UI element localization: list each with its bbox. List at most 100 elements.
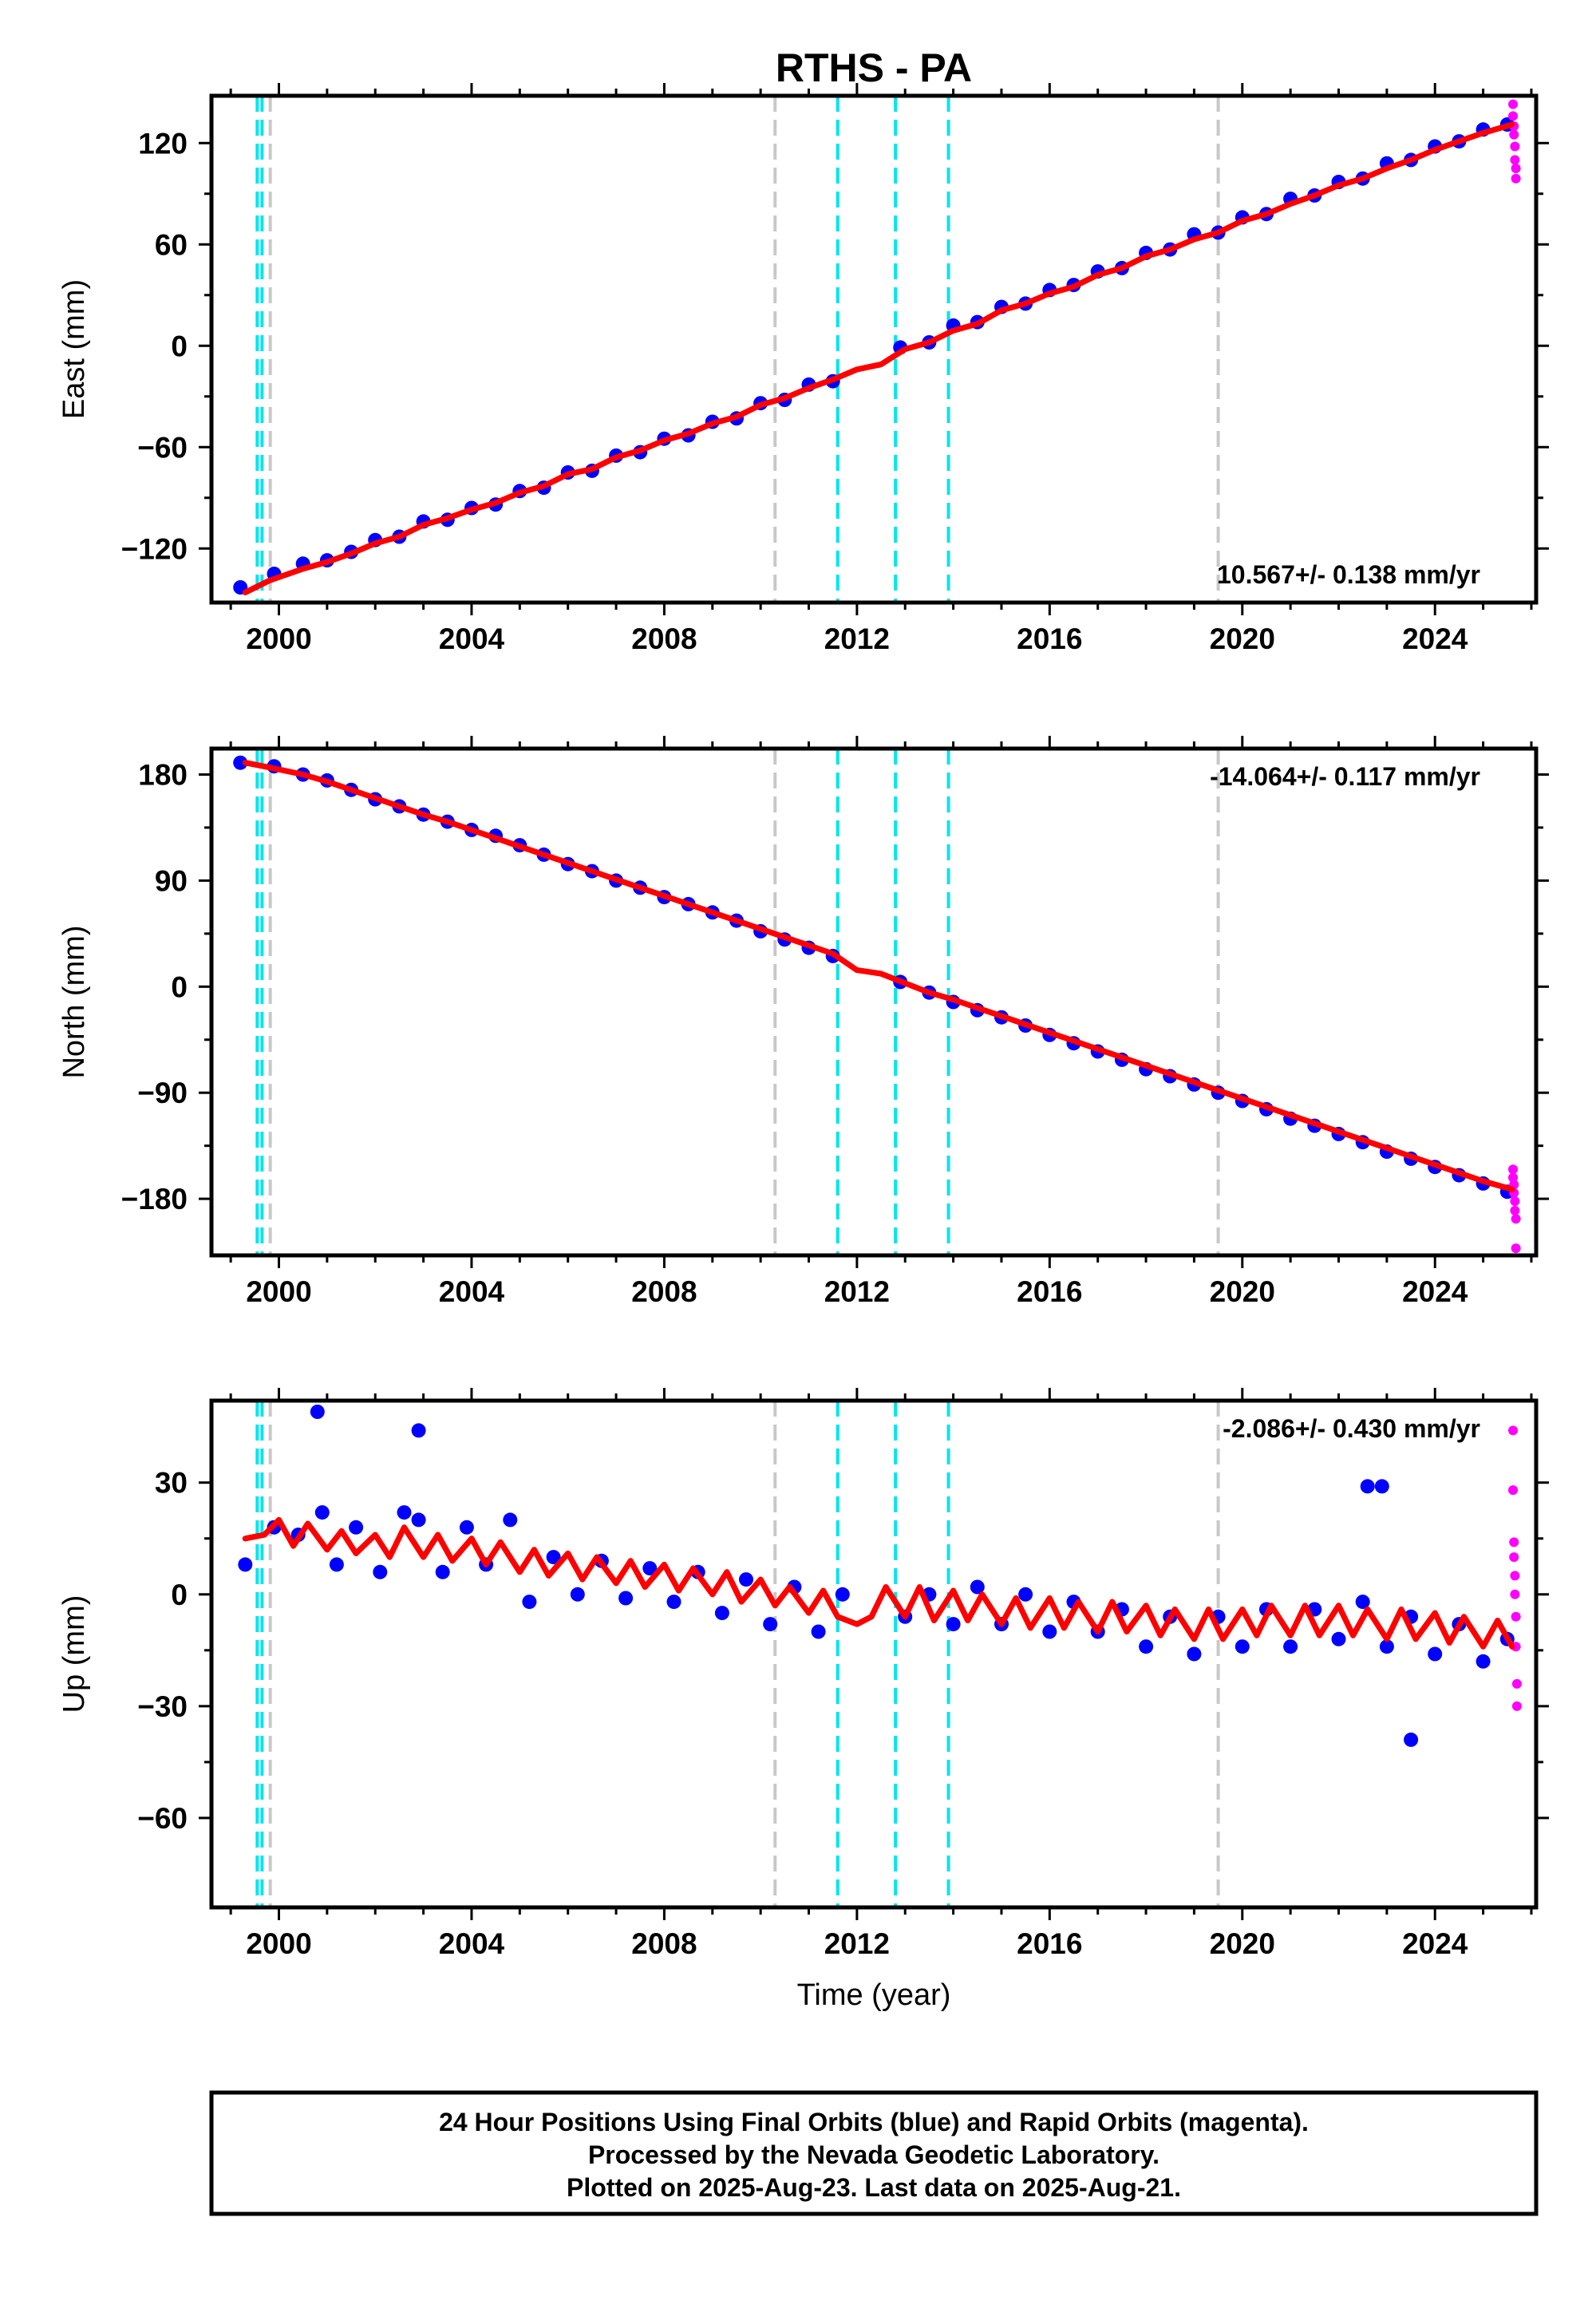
plot-area [238,1401,1522,1907]
rapid-point-0 [1508,99,1518,109]
final-point-51 [1476,1654,1491,1669]
x-tick-label-2012: 2012 [824,1275,890,1308]
x-tick-label-2016: 2016 [1017,1927,1082,1960]
x-tick-label-2024: 2024 [1402,1275,1468,1308]
final-point-0 [238,1557,253,1572]
rapid-point-6 [1511,1214,1521,1224]
x-tick-label-2000: 2000 [246,1275,311,1308]
final-point-21 [714,1606,729,1621]
panel-frame [209,93,1539,605]
final-point-15 [570,1587,585,1602]
final-point-3 [314,1505,330,1520]
rapid-point-5 [1510,1589,1520,1599]
up-panel: 2000 2004 2008 2012 2016 2020 2024 −60 −30 0 30 Up … [57,1388,1549,2012]
panel-frame [209,746,1539,1258]
velocity-rate-label: -2.086+/- 0.430 mm/yr [1223,1414,1480,1443]
y-tick-label--90: −90 [137,1077,188,1109]
footer-line-2: Processed by the Nevada Geodetic Laborat… [588,2140,1159,2169]
x-tick-label-2004: 2004 [439,1275,505,1308]
rapid-point-8 [1511,1678,1522,1689]
final-point-18 [642,1561,658,1576]
model-fit-line-top [242,1516,1515,1650]
final-point-47 [1379,1639,1394,1654]
y-axis-label: Up (mm) [57,1595,91,1713]
rapid-point-0 [1508,1425,1518,1436]
final-point-4 [329,1557,344,1572]
final-point-49 [1428,1646,1443,1662]
final-point-22 [739,1572,753,1587]
y-axis-label: North (mm) [57,925,91,1078]
rapid-point-4 [1510,1196,1520,1207]
final-point-17 [618,1591,634,1606]
rapid-point-1 [1508,111,1518,121]
final-point-25 [811,1624,826,1639]
x-tick-label-2000: 2000 [246,622,311,655]
final-point-39 [1187,1646,1202,1662]
final-point-23 [763,1617,778,1632]
final-point-10 [459,1520,474,1535]
final-point-12 [503,1512,518,1528]
rapid-point-5 [1510,155,1520,165]
x-tick-label-2016: 2016 [1017,622,1082,655]
chart-title: RTHS - PA [776,45,972,90]
rapid-point-0 [1508,1164,1518,1175]
rapid-point-7 [1511,173,1521,184]
rapid-point-2 [1509,1537,1519,1547]
x-tick-label-2020: 2020 [1210,1275,1275,1308]
y-tick-label-0: 0 [171,1579,188,1611]
rapid-point-1 [1508,1485,1518,1496]
x-tick-label-2012: 2012 [824,1927,890,1960]
footer-line-1: 24 Hour Positions Using Final Orbits (bl… [439,2108,1309,2136]
plot-area [233,749,1521,1255]
x-axis-label: Time (year) [797,1978,951,2012]
y-tick-label--120: −120 [121,532,188,565]
x-tick-label-2024: 2024 [1402,1927,1468,1960]
x-tick-label-2008: 2008 [631,1275,697,1308]
y-tick-label-0: 0 [171,970,188,1003]
footer-border [209,2090,1539,2216]
x-tick-label-2008: 2008 [631,1927,697,1960]
x-tick-label-2000: 2000 [246,1927,311,1960]
final-point-19 [666,1595,681,1610]
x-tick-label-2020: 2020 [1210,1927,1275,1960]
footer-caption-box: 24 Hour Positions Using Final Orbits (bl… [209,2090,1539,2216]
rapid-point-4 [1510,1571,1520,1581]
x-tick-label-2020: 2020 [1210,622,1275,655]
x-tick-label-2016: 2016 [1017,1275,1082,1308]
x-tick-label-2012: 2012 [824,622,890,655]
x-tick-label-2004: 2004 [439,1927,505,1960]
y-tick-label--60: −60 [137,1802,188,1835]
final-point-53 [310,1405,325,1419]
final-point-26 [835,1587,850,1602]
rapid-point-7 [1511,1243,1521,1254]
y-tick-label-60: 60 [155,228,188,261]
rapid-point-3 [1509,1552,1519,1563]
rapid-point-5 [1510,1205,1520,1215]
final-point-54 [411,1423,426,1438]
final-point-43 [1283,1639,1298,1654]
x-tick-label-2024: 2024 [1402,622,1468,655]
y-tick-label--30: −30 [137,1690,188,1723]
final-point-13 [522,1595,537,1610]
y-tick-label-90: 90 [155,864,188,897]
final-point-46 [1355,1595,1370,1610]
final-point-57 [1404,1732,1419,1747]
east-panel: RTHS - PA 2000 2004 2008 2012 2016 2020 2024 −12… [57,45,1549,655]
final-point-6 [373,1564,388,1579]
model-fit-line-top [242,760,1515,1192]
final-point-14 [546,1550,561,1565]
final-point-33 [1042,1624,1057,1639]
final-point-9 [435,1564,450,1579]
final-point-7 [397,1505,412,1520]
velocity-rate-label: 10.567+/- 0.138 mm/yr [1217,560,1480,589]
rapid-point-4 [1510,141,1520,152]
final-point-30 [970,1579,985,1595]
rapid-point-3 [1509,129,1519,140]
north-panel: 2000 2004 2008 2012 2016 2020 2024 −180 −90 0 90 18… [57,736,1549,1308]
final-point-37 [1139,1639,1154,1654]
final-point-45 [1331,1631,1346,1646]
x-tick-label-2004: 2004 [439,622,505,655]
model-fit-line-top [242,121,1515,595]
